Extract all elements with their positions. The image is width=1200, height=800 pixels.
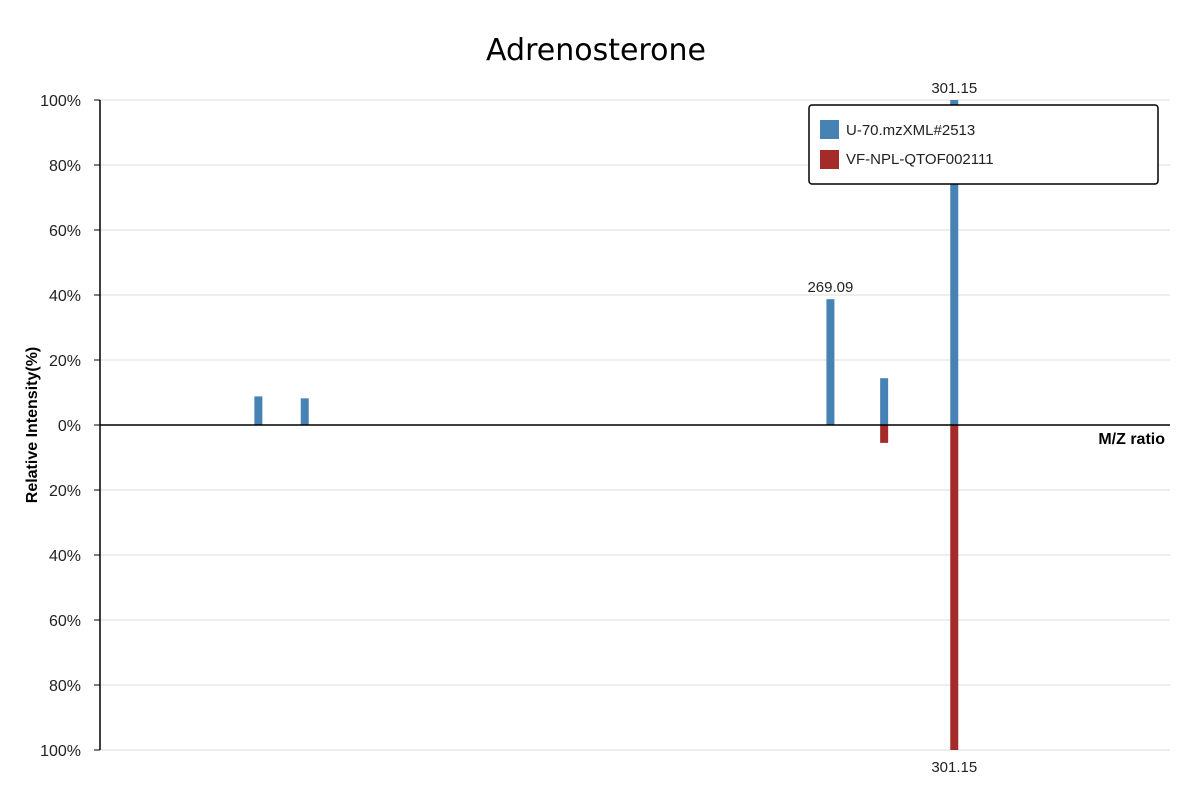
y-tick-label: 0%	[58, 418, 81, 435]
peak-bar	[300, 398, 309, 425]
y-tick-label: 100%	[40, 93, 81, 110]
legend-swatch-spectrum-1	[820, 120, 839, 139]
y-tick-label: 80%	[49, 678, 81, 695]
peak-label: 301.15	[931, 80, 977, 97]
legend: U-70.mzXML#2513 VF-NPL-QTOF002111	[808, 104, 1159, 185]
y-tick-labels: 100% 80% 60% 40% 20% 0% 20% 40% 60% 80% 100%	[40, 93, 100, 760]
legend-swatch-spectrum-2	[820, 150, 839, 169]
peak-label: 301.15	[931, 759, 977, 776]
legend-label-spectrum-2: VF-NPL-QTOF002111	[846, 151, 994, 168]
y-tick-label: 20%	[49, 483, 81, 500]
legend-box	[808, 104, 1159, 185]
peak-label: 269.09	[807, 279, 853, 296]
peak-bar	[950, 425, 959, 750]
legend-label-spectrum-1: U-70.mzXML#2513	[846, 122, 975, 139]
chart-title: Adrenosterone	[486, 33, 706, 68]
y-tick-label: 40%	[49, 548, 81, 565]
x-axis-label: M/Z ratio	[1098, 431, 1165, 448]
peak-bar	[950, 100, 959, 425]
y-tick-label: 40%	[49, 288, 81, 305]
grid-lines	[100, 99, 1170, 751]
y-tick-label: 60%	[49, 613, 81, 630]
peak-bar	[826, 299, 835, 425]
y-axis-label: Relative Intensity(%)	[24, 347, 41, 503]
y-tick-label: 80%	[49, 158, 81, 175]
y-tick-label: 20%	[49, 353, 81, 370]
y-tick-label: 100%	[40, 743, 81, 760]
y-tick-label: 60%	[49, 223, 81, 240]
peak-bar	[880, 378, 889, 425]
peak-labels: 269.09 301.15 301.15	[807, 80, 977, 776]
peak-bar	[880, 425, 889, 443]
peak-bars	[254, 100, 959, 750]
axes	[99, 100, 1170, 750]
peak-bar	[254, 396, 263, 425]
